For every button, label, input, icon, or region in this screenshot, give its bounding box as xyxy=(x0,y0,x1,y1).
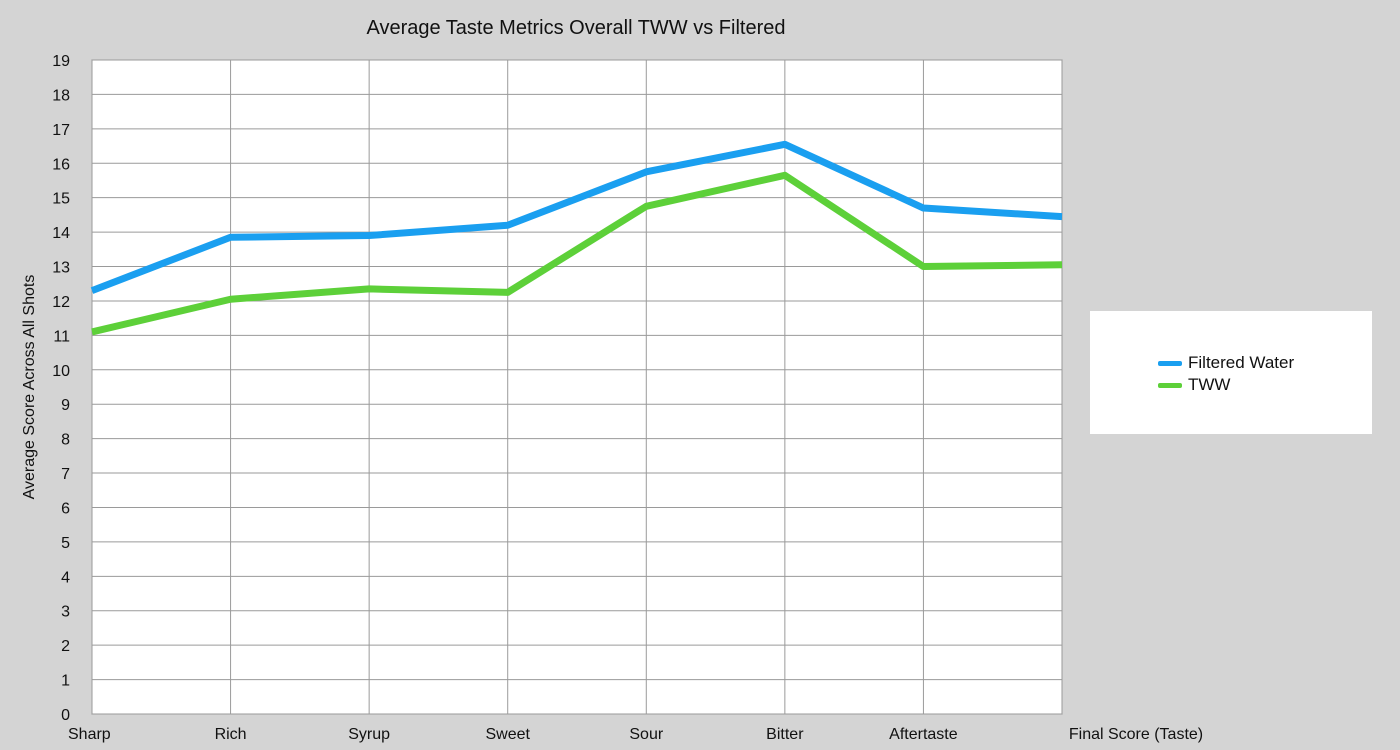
y-tick-label: 16 xyxy=(52,156,70,173)
y-tick-label: 8 xyxy=(61,432,70,449)
y-tick-label: 18 xyxy=(52,87,70,104)
x-tick-label: Sour xyxy=(629,726,663,743)
y-tick-label: 12 xyxy=(52,294,70,311)
y-tick-label: 1 xyxy=(61,673,70,690)
y-tick-label: 6 xyxy=(61,500,70,517)
legend-label-filtered-water: Filtered Water xyxy=(1188,353,1295,372)
x-tick-label: Sweet xyxy=(485,726,530,743)
chart-title: Average Taste Metrics Overall TWW vs Fil… xyxy=(366,17,785,39)
legend: Filtered Water TWW xyxy=(1090,311,1372,434)
legend-item-filtered-water: Filtered Water xyxy=(1158,353,1294,373)
y-tick-label: 17 xyxy=(52,122,70,139)
y-tick-label: 3 xyxy=(61,604,70,621)
x-tick-label: Bitter xyxy=(766,726,804,743)
y-tick-label: 11 xyxy=(53,328,70,345)
y-tick-label: 15 xyxy=(52,191,70,208)
x-tick-label: Final Score (Taste) xyxy=(1069,726,1203,743)
y-tick-label: 19 xyxy=(52,53,70,70)
y-tick-label: 10 xyxy=(52,363,70,380)
y-tick-label: 5 xyxy=(61,535,70,552)
series-lines xyxy=(90,140,1063,336)
x-tick-label: Aftertaste xyxy=(889,726,958,743)
y-tick-label: 9 xyxy=(61,397,70,414)
plot-area xyxy=(91,59,1063,715)
y-tick-label: 0 xyxy=(61,707,70,724)
series-line-filtered-water xyxy=(90,140,1063,294)
y-tick-label: 7 xyxy=(61,466,70,483)
legend-swatch-filtered-water xyxy=(1158,360,1182,366)
y-tick-label: 14 xyxy=(52,225,70,242)
legend-item-tww: TWW xyxy=(1158,375,1230,395)
y-tick-label: 2 xyxy=(61,638,70,655)
x-tick-label: Syrup xyxy=(348,726,390,743)
x-tick-label: Rich xyxy=(215,726,247,743)
x-tick-label: Sharp xyxy=(68,726,111,743)
y-tick-label: 13 xyxy=(52,260,70,277)
legend-label-tww: TWW xyxy=(1188,375,1231,394)
legend-swatch-tww xyxy=(1158,382,1182,388)
y-tick-label: 4 xyxy=(61,569,70,586)
series-line-tww xyxy=(91,171,1063,336)
y-axis-label: Average Score Across All Shots xyxy=(21,275,38,500)
x-axis-ticks: Sharp Rich Syrup Sweet Sour Bitter Aftertaste F… xyxy=(68,726,1203,743)
